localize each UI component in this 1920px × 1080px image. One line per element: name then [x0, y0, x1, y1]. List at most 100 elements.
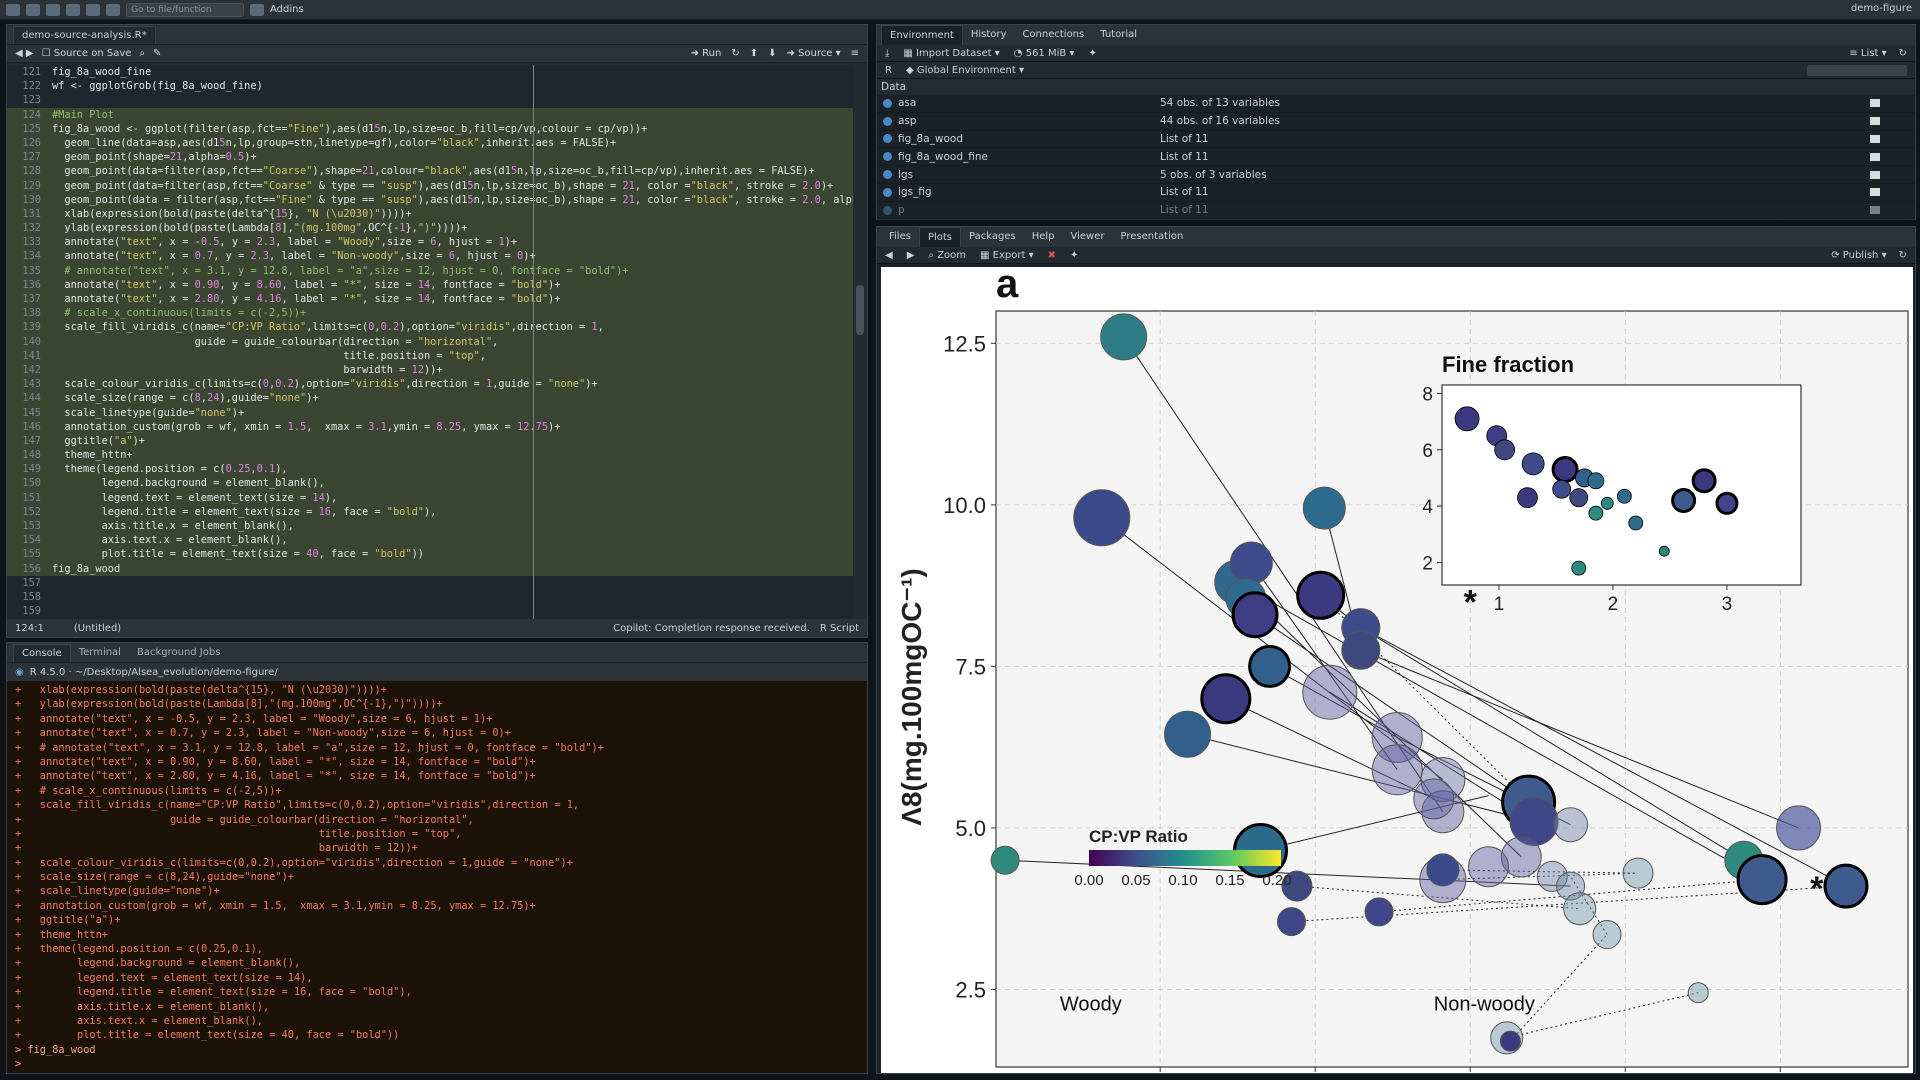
editor-scrollbar[interactable]	[853, 65, 867, 620]
env-row-asp[interactable]: asp 44 obs. of 16 variables	[877, 113, 1915, 131]
tab-console[interactable]: Console	[13, 643, 71, 662]
run-button[interactable]: ➜ Run	[690, 48, 722, 59]
tab-help[interactable]: Help	[1031, 231, 1055, 242]
code-line[interactable]: 150 legend.background = element_blank(),	[7, 476, 853, 491]
inspect-icon[interactable]	[1870, 188, 1880, 197]
env-search-input[interactable]	[1807, 64, 1907, 76]
tab-packages[interactable]: Packages	[969, 231, 1016, 242]
code-line[interactable]: 155 plot.title = element_text(size = 40,…	[7, 547, 853, 562]
code-line[interactable]: 135 # annotate("text", x = 3.1, y = 12.8…	[7, 263, 853, 278]
expand-icon[interactable]	[883, 152, 892, 162]
clear-plots-icon[interactable]: ✦	[1069, 249, 1079, 261]
tab-files[interactable]: Files	[889, 231, 911, 242]
code-line[interactable]: 142 barwidth = 12))+	[7, 362, 853, 378]
scope-select[interactable]: ◆ Global Environment ▾	[905, 64, 1024, 76]
code-line[interactable]: 136 annotate("text", x = 0.90, y = 8.60,…	[7, 277, 853, 292]
back-icon[interactable]: ◀ ▶	[15, 48, 34, 59]
tab-tutorial[interactable]: Tutorial	[1100, 29, 1137, 40]
addins-menu[interactable]: Addins	[270, 4, 304, 15]
refresh-icon[interactable]: ↻	[1898, 47, 1907, 59]
env-row-lgs[interactable]: lgs 5 obs. of 3 variables	[877, 166, 1915, 184]
memory-usage[interactable]: ◔ 561 MiB ▾	[1013, 47, 1075, 59]
view-table-icon[interactable]	[1870, 99, 1880, 108]
code-line[interactable]: 138 # scale_x_continuous(limits = c(-2,5…	[7, 306, 853, 321]
tab-plots[interactable]: Plots	[918, 227, 962, 247]
source-on-save-checkbox[interactable]: ☐ Source on Save	[41, 48, 132, 59]
code-line[interactable]: 125 fig_8a_wood <- ggplot(filter(asp,fct=…	[7, 121, 853, 136]
code-line[interactable]: 158	[7, 590, 853, 604]
code-line[interactable]: 145 scale_linetype(guide="none")+	[7, 405, 853, 420]
new-file-icon[interactable]	[6, 3, 20, 16]
code-line[interactable]: 148 theme_httn+	[7, 448, 853, 463]
up-icon[interactable]: ⬆	[749, 48, 759, 59]
expand-icon[interactable]	[883, 170, 892, 180]
env-row-p[interactable]: p List of 11	[877, 202, 1915, 220]
refresh-plot-icon[interactable]: ↻	[1898, 249, 1907, 261]
tab-environment[interactable]: Environment	[881, 25, 963, 45]
expand-icon[interactable]	[883, 187, 892, 197]
tab-background-jobs[interactable]: Background Jobs	[128, 643, 229, 662]
prev-plot-icon[interactable]: ◀	[885, 249, 893, 261]
zoom-button[interactable]: ⌕ Zoom	[928, 249, 967, 261]
grid-icon[interactable]	[250, 3, 264, 16]
code-line[interactable]: 154 axis.text.x = element_blank(),	[7, 533, 853, 548]
tab-viewer[interactable]: Viewer	[1070, 231, 1105, 242]
next-plot-icon[interactable]: ▶	[906, 249, 915, 261]
project-menu[interactable]: demo-figure	[1850, 3, 1912, 14]
broom-icon[interactable]: ✦	[1088, 47, 1097, 59]
wand-icon[interactable]: ✎	[153, 48, 162, 59]
code-line[interactable]: 139 scale_fill_viridis_c(name="CP:VP Rat…	[7, 320, 853, 335]
code-line[interactable]: 156 fig_8a_wood	[7, 561, 853, 576]
down-icon[interactable]: ⬇	[768, 48, 777, 59]
print-icon[interactable]	[106, 3, 120, 16]
code-line[interactable]: 124 #Main Plot	[7, 107, 853, 122]
inspect-icon[interactable]	[1870, 134, 1880, 143]
tab-terminal[interactable]: Terminal	[70, 643, 129, 662]
editor-tab[interactable]: demo-source-analysis.R*	[13, 25, 156, 44]
code-line[interactable]: 153 axis.title.x = element_blank(),	[7, 519, 853, 534]
code-line[interactable]: 137 annotate("text", x = 2.80, y = 4.16,…	[7, 292, 853, 307]
code-line[interactable]: 159	[7, 604, 853, 618]
publish-button[interactable]: ⟳ Publish ▾	[1831, 249, 1887, 261]
env-row-asa[interactable]: asa 54 obs. of 13 variables	[877, 95, 1915, 113]
env-row-fig_8a_wood_fine[interactable]: fig_8a_wood_fine List of 11	[877, 148, 1915, 167]
code-line[interactable]: 127 geom_point(shape=21,alpha=0.5)+	[7, 150, 853, 165]
code-line[interactable]: 131 xlab(expression(bold(paste(delta^{15…	[7, 206, 853, 222]
code-line[interactable]: 129 geom_point(data=filter(asp,fct=="Coa…	[7, 178, 853, 193]
code-line[interactable]: 152 legend.title = element_text(size = 1…	[7, 504, 853, 519]
env-row-lgs_fig[interactable]: lgs_fig List of 11	[877, 184, 1915, 202]
goto-file-input[interactable]: Go to file/function	[126, 2, 244, 17]
source-button[interactable]: ➜ Source ▾	[786, 48, 841, 59]
env-row-fig_8a_wood[interactable]: fig_8a_wood List of 11	[877, 131, 1915, 149]
expand-icon[interactable]	[883, 205, 892, 215]
rerun-icon[interactable]: ↻	[731, 48, 740, 59]
code-area[interactable]: 121 fig_8a_wood_fine 122 wf <- ggplotGrob(f…	[7, 65, 853, 620]
code-line[interactable]: 132 ylab(expression(bold(paste(Lambda[8]…	[7, 221, 853, 236]
new-project-icon[interactable]	[26, 3, 40, 16]
scope-indicator[interactable]: (Untitled)	[73, 622, 122, 634]
search-icon[interactable]: ⌕	[139, 48, 146, 59]
inspect-icon[interactable]	[1870, 206, 1880, 215]
tab-presentation[interactable]: Presentation	[1120, 231, 1184, 242]
open-file-icon[interactable]	[46, 3, 60, 16]
code-line[interactable]: 133 annotate("text", x = -0.5, y = 2.3, …	[7, 235, 853, 250]
import-dataset-button[interactable]: ▦ Import Dataset ▾	[903, 47, 1000, 59]
expand-icon[interactable]	[883, 116, 892, 126]
code-line[interactable]: 143 scale_colour_viridis_c(limits=c(0,0.…	[7, 377, 853, 392]
load-workspace-icon[interactable]: ⤓	[885, 47, 890, 59]
code-line[interactable]: 141 title.position = "top",	[7, 348, 853, 363]
file-type-menu[interactable]: R Script	[819, 622, 859, 634]
code-line[interactable]: 128 geom_point(data=filter(asp,fct=="Coa…	[7, 164, 853, 179]
console-output[interactable]: + xlab(expression(bold(paste(delta^{15},…	[7, 683, 867, 1073]
expand-icon[interactable]	[883, 98, 892, 108]
expand-icon[interactable]	[883, 134, 892, 144]
code-line[interactable]: 157	[7, 576, 853, 590]
code-line[interactable]: 123	[7, 93, 853, 107]
code-line[interactable]: 126 geom_line(data=asp,aes(d15n,lp,group…	[7, 135, 853, 151]
code-line[interactable]: 147 ggtitle("a")+	[7, 433, 853, 449]
code-line[interactable]: 140 guide = guide_colourbar(direction = …	[7, 334, 853, 349]
code-line[interactable]: 121 fig_8a_wood_fine	[7, 65, 853, 79]
save-all-icon[interactable]	[86, 3, 100, 16]
code-line[interactable]: 130 geom_point(data = filter(asp,fct=="F…	[7, 192, 853, 207]
list-view-button[interactable]: ≡ List ▾	[1849, 47, 1887, 59]
